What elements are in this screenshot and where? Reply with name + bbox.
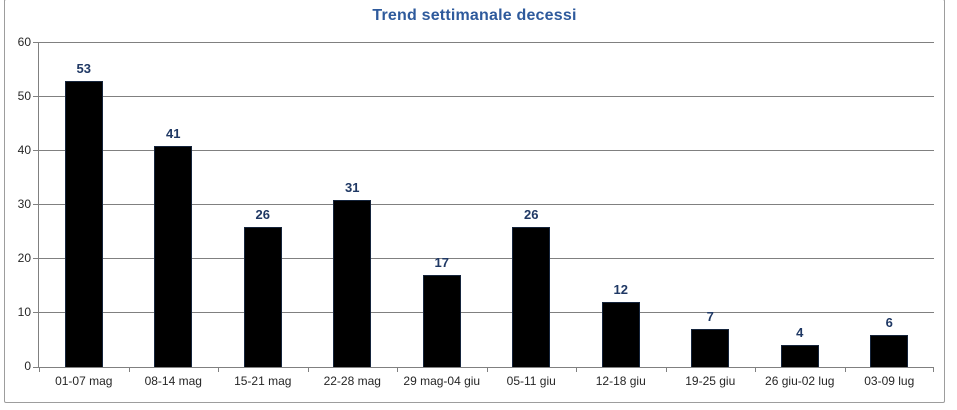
bar	[870, 334, 909, 367]
y-axis-tick	[33, 96, 39, 97]
bar	[333, 199, 372, 367]
bar	[64, 80, 103, 367]
gridline	[39, 312, 934, 313]
x-tick-label: 03-09 lug	[864, 374, 915, 388]
y-axis-tick	[33, 150, 39, 151]
x-axis-tick	[486, 367, 488, 372]
x-tick-label: 01-07 mag	[55, 374, 113, 388]
x-tick-label: 05-11 giu	[506, 374, 556, 388]
x-axis-tick	[39, 367, 40, 372]
x-tick-label: 26 giu-02 lug	[765, 374, 835, 388]
plot-area: 0 10 20 30 40 50 60 53 01-07 mag 41 08-14 mag 26 15-…	[18, 35, 934, 388]
x-tick-label: 22-28 mag	[323, 374, 381, 388]
x-tick-label: 12-18 giu	[595, 374, 646, 388]
gridline	[39, 96, 934, 97]
y-tick-label: 0	[24, 359, 31, 373]
bar-value-label: 26	[255, 206, 270, 222]
bar-value-label: 7	[706, 309, 714, 325]
bar	[422, 275, 461, 367]
chart-frame: Trend settimanale decessi 0 10 20 30 40 50 60 5…	[4, 0, 945, 403]
bar	[691, 329, 730, 367]
bar	[154, 145, 193, 367]
bar-value-label: 26	[524, 206, 539, 222]
bar-value-label: 17	[434, 255, 449, 271]
x-tick-label: 19-25 giu	[685, 374, 736, 388]
y-axis-tick	[33, 312, 39, 313]
bar-value-label: 53	[76, 60, 91, 76]
bar-value-label: 6	[885, 314, 893, 330]
bar	[780, 345, 819, 367]
y-tick-label: 60	[17, 35, 31, 49]
y-tick-label: 20	[17, 251, 31, 265]
y-tick-label: 40	[17, 143, 31, 157]
chart-title: Trend settimanale decessi	[372, 7, 577, 24]
bar-value-label: 12	[613, 282, 628, 298]
bar	[243, 226, 282, 367]
x-axis-tick	[128, 367, 130, 372]
y-axis-tick	[33, 42, 39, 43]
gridline	[39, 258, 934, 259]
x-axis-tick	[844, 367, 846, 372]
gridline	[39, 204, 934, 205]
bar-value-label: 41	[166, 125, 181, 141]
y-axis-tick	[33, 204, 39, 205]
bar	[512, 226, 551, 367]
y-tick-label: 30	[17, 197, 31, 211]
y-axis-tick	[33, 367, 39, 368]
x-tick-label: 29 mag-04 giu	[403, 374, 481, 388]
gridline	[39, 150, 934, 151]
x-axis-tick	[933, 367, 934, 372]
x-axis-tick	[218, 367, 219, 372]
x-axis-tick	[576, 367, 577, 372]
bar-value-label: 31	[345, 179, 360, 195]
y-tick-label: 50	[17, 89, 31, 103]
bar	[601, 302, 640, 367]
x-tick-label: 15-21 mag	[234, 374, 292, 388]
bar-value-label: 4	[796, 325, 804, 341]
x-tick-label: 08-14 mag	[144, 374, 202, 388]
y-axis-tick	[33, 258, 39, 259]
x-axis-tick	[397, 367, 398, 372]
x-axis-tick	[665, 367, 667, 372]
x-axis-tick	[307, 367, 309, 372]
x-axis-tick	[755, 367, 756, 372]
y-tick-label: 10	[17, 305, 31, 319]
gridline	[39, 42, 934, 43]
